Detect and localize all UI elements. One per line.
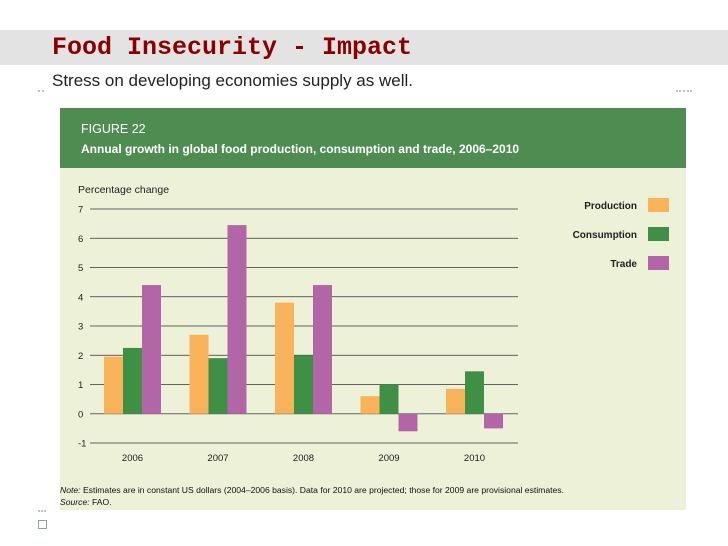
bar-consumption-2006 bbox=[123, 347, 142, 414]
bar-production-2006 bbox=[104, 356, 123, 414]
bar-consumption-2008 bbox=[294, 355, 313, 414]
bar-production-2010 bbox=[446, 388, 465, 414]
bar-production-2008 bbox=[275, 302, 294, 414]
bullet-square-icon bbox=[38, 520, 47, 529]
bar-consumption-2007 bbox=[208, 358, 228, 414]
x-tick-label: 2006 bbox=[122, 453, 143, 464]
bar-consumption-2009 bbox=[379, 384, 399, 414]
bar-trade-2007 bbox=[227, 225, 247, 414]
bar-production-2009 bbox=[360, 396, 380, 414]
x-tick-label: 2008 bbox=[293, 453, 314, 464]
bar-trade-2006 bbox=[142, 285, 161, 414]
legend-label-trade: Trade bbox=[610, 259, 637, 270]
legend-swatch-production bbox=[648, 198, 669, 212]
bar-trade-2008 bbox=[313, 285, 332, 414]
divider-dots-bottom bbox=[38, 510, 46, 512]
figure-source: Source: FAO. bbox=[60, 497, 112, 507]
y-axis-title: Percentage change bbox=[78, 184, 170, 196]
y-tick-label: 3 bbox=[78, 322, 83, 333]
figure-label: FIGURE 22 bbox=[81, 122, 146, 136]
x-tick-label: 2010 bbox=[464, 453, 485, 464]
divider-dots-left bbox=[38, 90, 44, 92]
note-label: Note: bbox=[60, 485, 81, 495]
figure-note: Note: Estimates are in constant US dolla… bbox=[60, 485, 564, 495]
slide-subtitle: Stress on developing economies supply as… bbox=[52, 71, 413, 90]
x-tick-label: 2009 bbox=[378, 453, 399, 464]
slide-title: Food Insecurity - Impact bbox=[52, 33, 413, 62]
figure-panel: FIGURE 22 Annual growth in global food p… bbox=[60, 108, 686, 510]
y-tick-label: 7 bbox=[78, 205, 83, 216]
chart-title: Annual growth in global food production,… bbox=[81, 142, 520, 156]
source-text: FAO. bbox=[92, 497, 112, 507]
y-tick-label: 6 bbox=[78, 234, 83, 245]
legend-label-consumption: Consumption bbox=[573, 230, 637, 241]
source-label: Source: bbox=[60, 497, 90, 507]
title-band bbox=[0, 30, 728, 65]
y-tick-label: 1 bbox=[78, 380, 83, 391]
divider-dots-right bbox=[676, 90, 692, 92]
bar-production-2007 bbox=[189, 334, 209, 414]
bar-trade-2010 bbox=[484, 413, 503, 429]
y-tick-label: -1 bbox=[78, 439, 86, 450]
bar-trade-2009 bbox=[398, 413, 418, 432]
legend-swatch-consumption bbox=[648, 227, 669, 241]
bar-consumption-2010 bbox=[465, 371, 484, 414]
note-text: Estimates are in constant US dollars (20… bbox=[82, 485, 564, 495]
x-tick-label: 2007 bbox=[207, 453, 228, 464]
legend-label-production: Production bbox=[584, 201, 637, 212]
y-tick-label: 5 bbox=[78, 263, 83, 274]
y-tick-label: 2 bbox=[78, 351, 83, 362]
figure-header: FIGURE 22 Annual growth in global food p… bbox=[60, 108, 686, 168]
bar-chart: -1 0 1 2 3 4 5 6 7 2006 2007 2008 2009 2010 Production… bbox=[78, 198, 669, 464]
y-tick-label: 0 bbox=[78, 409, 83, 420]
legend-swatch-trade bbox=[648, 256, 669, 270]
y-tick-label: 4 bbox=[78, 292, 83, 303]
